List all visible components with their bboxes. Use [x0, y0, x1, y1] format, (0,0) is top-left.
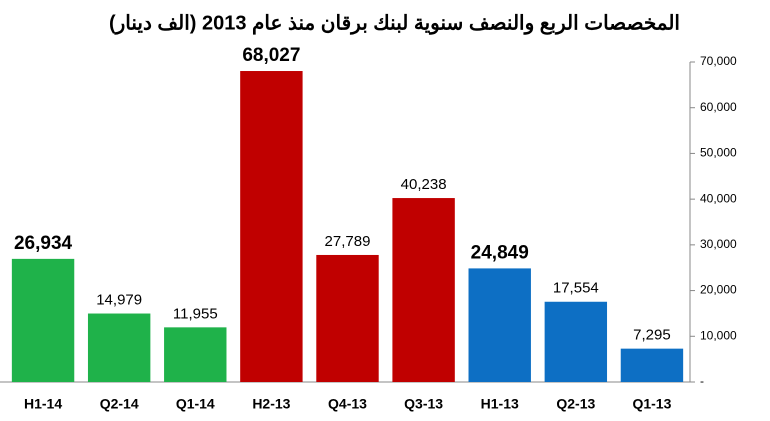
bar	[316, 254, 379, 382]
value-label: 14,979	[96, 291, 142, 308]
y-tick-label: 70,000	[700, 54, 737, 68]
x-tick-label: H1-14	[24, 396, 62, 412]
bar	[544, 301, 608, 382]
bar	[164, 327, 227, 382]
value-label: 7,295	[633, 327, 671, 344]
y-tick-label: 50,000	[700, 146, 737, 160]
value-label: 11,955	[173, 305, 218, 322]
x-tick-label: H2-13	[252, 396, 290, 412]
x-tick-label: Q2-14	[100, 396, 139, 412]
y-tick-label: 20,000	[700, 283, 737, 297]
bar	[11, 258, 75, 382]
bar	[468, 268, 531, 382]
y-tick-label: 10,000	[700, 328, 737, 342]
y-tick-label: 60,000	[700, 100, 737, 114]
x-tick-label: Q1-14	[176, 396, 215, 412]
bar	[620, 348, 684, 382]
value-label: 68,027	[242, 45, 300, 66]
x-tick-label: H1-13	[481, 396, 519, 412]
x-tick-label: Q2-13	[556, 396, 595, 412]
bar	[87, 313, 151, 382]
y-tick-label: 30,000	[700, 237, 737, 251]
y-tick-label: -	[700, 374, 704, 388]
value-label: 27,789	[325, 233, 371, 250]
x-tick-label: Q4-13	[328, 396, 367, 412]
value-label: 24,849	[471, 242, 529, 263]
value-label: 26,934	[14, 233, 73, 254]
value-label: 17,554	[553, 280, 599, 297]
bar	[392, 198, 455, 382]
y-tick-label: 40,000	[700, 191, 737, 205]
bar	[240, 71, 303, 382]
x-tick-label: Q1-13	[632, 396, 671, 412]
value-label: 40,238	[401, 176, 447, 193]
x-tick-label: Q3-13	[404, 396, 443, 412]
chart-title: المخصصات الربع والنصف سنوية لبنك برقان م…	[109, 12, 680, 35]
